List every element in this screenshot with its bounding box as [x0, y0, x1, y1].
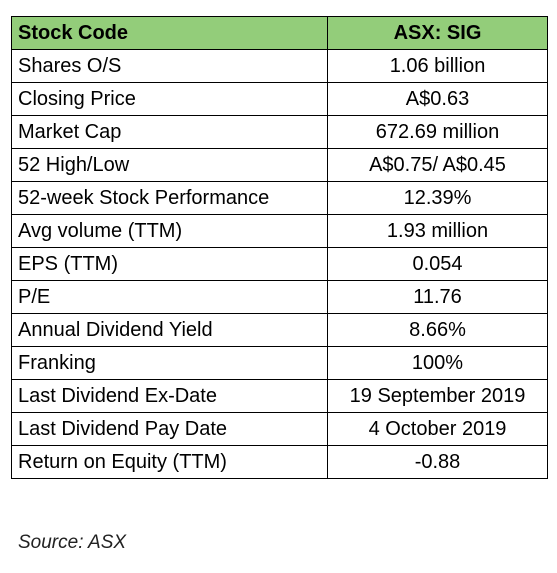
header-cell: ASX: SIG: [327, 16, 548, 50]
row-value: 1.93 million: [327, 214, 548, 248]
header-cell: Stock Code: [11, 16, 328, 50]
row-value: 672.69 million: [327, 115, 548, 149]
row-value: 4 October 2019: [327, 412, 548, 446]
row-label: 52-week Stock Performance: [11, 181, 328, 215]
table-row: 52 High/Low A$0.75/ A$0.45: [11, 148, 548, 182]
row-label: Annual Dividend Yield: [11, 313, 328, 347]
row-value: 19 September 2019: [327, 379, 548, 413]
row-label: Avg volume (TTM): [11, 214, 328, 248]
row-value: 100%: [327, 346, 548, 380]
table-row: Franking 100%: [11, 346, 548, 380]
source-note: Source: ASX: [18, 532, 127, 553]
table-row: Return on Equity (TTM) -0.88: [11, 445, 548, 479]
row-value: A$0.75/ A$0.45: [327, 148, 548, 182]
row-label: Franking: [11, 346, 328, 380]
row-value: 12.39%: [327, 181, 548, 215]
table-wrap: Stock Code ASX: SIG Shares O/S 1.06 billi…: [11, 16, 548, 479]
row-label: Market Cap: [11, 115, 328, 149]
table-row: EPS (TTM) 0.054: [11, 247, 548, 281]
row-value: 11.76: [327, 280, 548, 314]
row-value: 1.06 billion: [327, 49, 548, 83]
row-label: EPS (TTM): [11, 247, 328, 281]
row-label: Last Dividend Pay Date: [11, 412, 328, 446]
table-row: Avg volume (TTM) 1.93 million: [11, 214, 548, 248]
header-row: Stock Code ASX: SIG: [11, 16, 548, 50]
row-label: P/E: [11, 280, 328, 314]
table-row: 52-week Stock Performance 12.39%: [11, 181, 548, 215]
table-row: Closing Price A$0.63: [11, 82, 548, 116]
table: Stock Code ASX: SIG Shares O/S 1.06 billi…: [11, 16, 548, 479]
row-label: 52 High/Low: [11, 148, 328, 182]
row-value: 0.054: [327, 247, 548, 281]
row-label: Closing Price: [11, 82, 328, 116]
table-row: Annual Dividend Yield 8.66%: [11, 313, 548, 347]
row-value: 8.66%: [327, 313, 548, 347]
table-row: Market Cap 672.69 million: [11, 115, 548, 149]
table-row: Last Dividend Pay Date 4 October 2019: [11, 412, 548, 446]
row-label: Return on Equity (TTM): [11, 445, 328, 479]
table-row: Last Dividend Ex-Date 19 September 2019: [11, 379, 548, 413]
table-body: Stock Code ASX: SIG Shares O/S 1.06 billi…: [11, 16, 548, 479]
row-value: -0.88: [327, 445, 548, 479]
row-label: Last Dividend Ex-Date: [11, 379, 328, 413]
table-row: Shares O/S 1.06 billion: [11, 49, 548, 83]
table-row: P/E 11.76: [11, 280, 548, 314]
row-label: Shares O/S: [11, 49, 328, 83]
row-value: A$0.63: [327, 82, 548, 116]
